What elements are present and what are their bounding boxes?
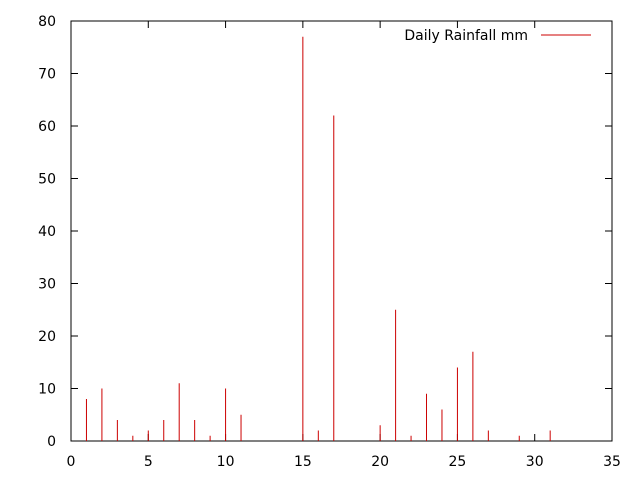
legend-label: Daily Rainfall mm: [404, 28, 528, 44]
y-tick-label: 10: [38, 382, 56, 398]
y-tick-label: 70: [38, 67, 56, 83]
rainfall-impulses: [85, 36, 551, 441]
y-tick-label: 30: [38, 277, 56, 293]
x-tick-label: 25: [449, 454, 467, 470]
legend: Daily Rainfall mm: [404, 28, 591, 44]
x-tick-label: 20: [371, 454, 389, 470]
y-tick-label: 50: [38, 172, 56, 188]
y-tick-label: 40: [38, 224, 56, 240]
y-tick-label: 20: [38, 329, 56, 345]
axis-ticks: 0 5 10 15 20 25 30 35 0 10 20 30 40 50 60 70 80: [38, 14, 621, 470]
y-tick-label: 60: [38, 119, 56, 135]
y-tick-label: 0: [47, 434, 56, 450]
x-tick-label: 30: [526, 454, 544, 470]
x-tick-label: 15: [294, 454, 312, 470]
y-tick-label: 80: [38, 14, 56, 30]
plot-frame: [70, 20, 613, 442]
x-tick-label: 5: [144, 454, 153, 470]
x-tick-label: 0: [67, 454, 76, 470]
x-tick-label: 35: [603, 454, 621, 470]
x-tick-label: 10: [217, 454, 235, 470]
